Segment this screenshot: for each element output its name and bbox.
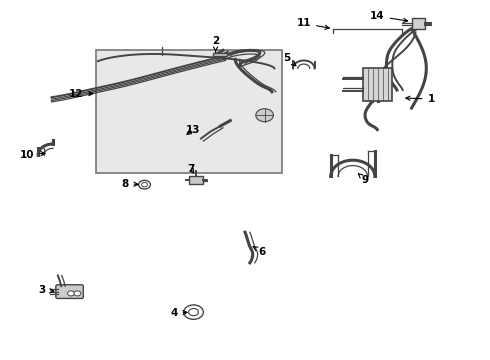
Circle shape: [189, 309, 198, 316]
Text: 4: 4: [170, 308, 187, 318]
Text: 10: 10: [20, 150, 45, 160]
Text: 2: 2: [212, 36, 219, 52]
Text: 12: 12: [69, 89, 93, 99]
Text: 8: 8: [122, 179, 138, 189]
Text: 14: 14: [370, 11, 408, 22]
Circle shape: [256, 109, 273, 122]
Text: 13: 13: [186, 125, 201, 135]
Bar: [412, 18, 425, 29]
Text: 5: 5: [283, 53, 296, 66]
Circle shape: [68, 291, 74, 296]
Bar: [363, 68, 392, 101]
Bar: [189, 176, 203, 184]
Bar: [96, 50, 282, 173]
Text: 11: 11: [296, 18, 329, 30]
Text: 3: 3: [38, 285, 54, 295]
Text: 9: 9: [358, 174, 368, 185]
Text: 7: 7: [187, 164, 195, 174]
Circle shape: [74, 291, 81, 296]
Circle shape: [139, 180, 150, 189]
Bar: [213, 53, 227, 56]
Circle shape: [142, 183, 147, 187]
FancyBboxPatch shape: [56, 285, 83, 298]
Circle shape: [184, 305, 203, 319]
Text: 6: 6: [253, 247, 266, 257]
Text: 1: 1: [406, 94, 435, 104]
